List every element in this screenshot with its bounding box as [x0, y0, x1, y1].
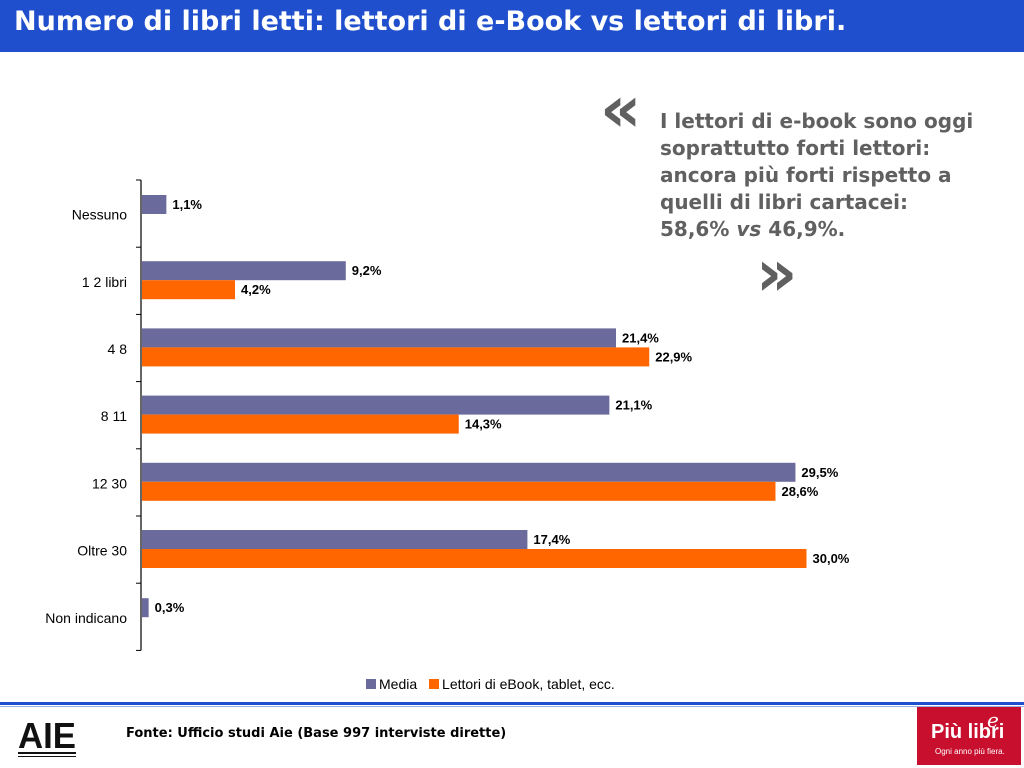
quote-text: I lettori di e-book sono oggi soprattutt… — [660, 108, 980, 243]
category-label: Oltre 30 — [77, 543, 127, 559]
footer-divider-thin — [0, 706, 1024, 707]
bar-media — [142, 195, 167, 214]
quote-text-main: I lettori di e-book sono oggi soprattutt… — [660, 109, 974, 241]
data-label-ebook: 22,9% — [655, 349, 692, 364]
category-label: Non indicano — [45, 610, 127, 626]
footer-divider — [0, 702, 1024, 705]
data-label-media: 0,3% — [155, 600, 185, 615]
piu-logo-e: e — [987, 708, 999, 732]
data-label-ebook: 4,2% — [241, 282, 271, 297]
header: Numero di libri letti: lettori di e-Book… — [0, 0, 1024, 52]
quote-open-mark: « — [600, 73, 642, 147]
data-label-ebook: 30,0% — [813, 551, 850, 566]
bar-media — [142, 328, 617, 348]
piu-logo-tagline: Ogni anno più fiera. — [935, 747, 1005, 756]
data-label-ebook: 28,6% — [781, 484, 818, 499]
bar-chart: Nessuno 1,1% 1 2 libri 9,2% 4,2% 4 8 21,4% 22,9… — [45, 179, 850, 651]
bar-ebook — [142, 481, 776, 501]
category-label: 8 11 — [101, 408, 127, 424]
quote-close-mark: » — [756, 237, 798, 311]
page-title: Numero di libri letti: lettori di e-Book… — [14, 6, 847, 37]
data-label-media: 1,1% — [172, 197, 202, 212]
piu-logo-main: Più libri — [931, 721, 1005, 743]
bar-media — [142, 462, 796, 482]
aie-logo-text: AIE — [18, 715, 76, 756]
legend-label-media: Media — [379, 676, 418, 692]
legend-item-ebook: Lettori di eBook, tablet, ecc. — [429, 676, 615, 692]
data-label-media: 21,4% — [622, 330, 659, 345]
category-label: 12 30 — [92, 475, 127, 491]
chart-legend: Media Lettori di eBook, tablet, ecc. — [366, 676, 623, 692]
aie-logo: AIE — [18, 715, 76, 757]
bar-media — [142, 598, 149, 618]
title-bar: Numero di libri letti: lettori di e-Book… — [0, 0, 1024, 52]
bar-ebook — [142, 347, 650, 367]
bar-ebook — [142, 414, 459, 434]
category-label: 4 8 — [108, 341, 128, 357]
legend-item-media: Media — [366, 676, 417, 692]
piu-libri-logo: Più libri e Ogni anno più fiera. — [917, 707, 1021, 765]
source-note: Fonte: Ufficio studi Aie (Base 997 inter… — [126, 726, 507, 741]
data-label-media: 21,1% — [615, 398, 652, 413]
category-label: 1 2 libri — [82, 274, 127, 290]
bar-ebook — [142, 280, 236, 300]
quote-text-end: 46,9%. — [761, 217, 846, 241]
data-label-media: 29,5% — [801, 465, 838, 480]
data-label-media: 9,2% — [352, 263, 382, 278]
legend-label-ebook: Lettori di eBook, tablet, ecc. — [442, 676, 615, 692]
bar-ebook — [142, 549, 807, 568]
quote-text-italic: vs — [736, 217, 762, 241]
legend-swatch-media — [366, 679, 376, 689]
bar-media — [142, 395, 610, 415]
category-label: Nessuno — [72, 207, 127, 223]
legend-swatch-ebook — [429, 679, 440, 689]
data-label-media: 17,4% — [533, 532, 570, 547]
bar-media — [142, 261, 346, 281]
bar-media — [142, 530, 528, 549]
data-label-ebook: 14,3% — [465, 417, 502, 432]
